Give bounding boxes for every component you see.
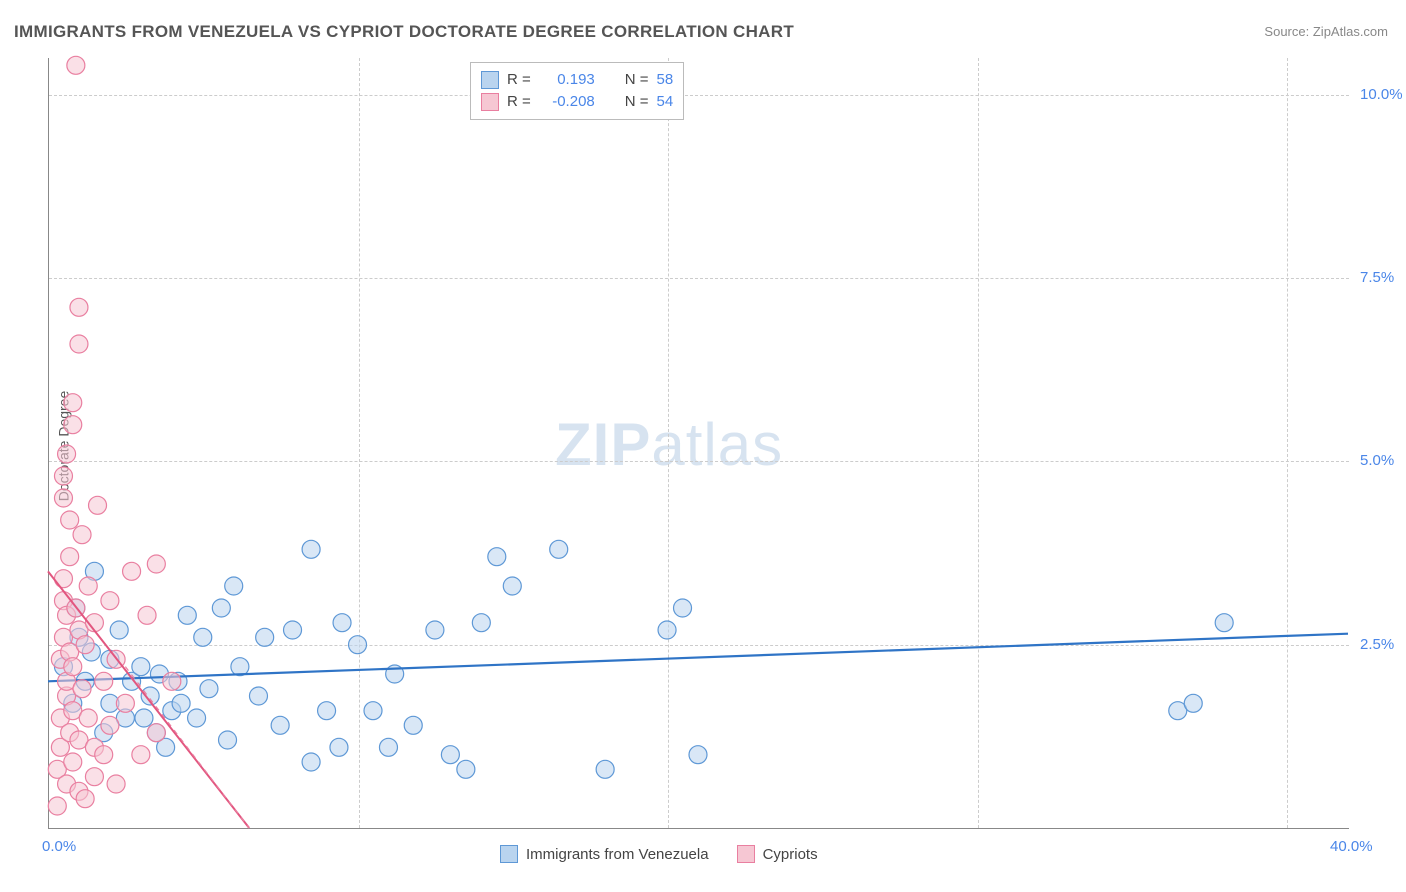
- n-value: 58: [657, 69, 674, 91]
- legend-item-venezuela: Immigrants from Venezuela: [500, 845, 709, 863]
- correlation-stats-box: R = 0.193 N = 58 R = -0.208 N = 54: [470, 62, 684, 120]
- gridline-horizontal: [49, 461, 1349, 462]
- y-tick-label: 2.5%: [1360, 636, 1394, 653]
- r-label: R =: [507, 91, 531, 113]
- n-label: N =: [625, 69, 649, 91]
- legend-label: Immigrants from Venezuela: [526, 846, 709, 863]
- chart-title: IMMIGRANTS FROM VENEZUELA VS CYPRIOT DOC…: [14, 22, 794, 42]
- scatter-plot: [48, 58, 1349, 829]
- gridline-vertical: [1287, 58, 1288, 828]
- swatch-venezuela: [500, 845, 518, 863]
- legend-label: Cypriots: [763, 846, 818, 863]
- y-tick-label: 5.0%: [1360, 452, 1394, 469]
- gridline-vertical: [668, 58, 669, 828]
- gridline-vertical: [978, 58, 979, 828]
- stats-row-venezuela: R = 0.193 N = 58: [481, 69, 673, 91]
- legend: Immigrants from Venezuela Cypriots: [500, 845, 818, 863]
- gridline-horizontal: [49, 95, 1349, 96]
- n-label: N =: [625, 91, 649, 113]
- source-link[interactable]: ZipAtlas.com: [1313, 24, 1388, 39]
- r-value: -0.208: [539, 91, 595, 113]
- x-tick-label: 0.0%: [42, 838, 76, 855]
- gridline-horizontal: [49, 278, 1349, 279]
- r-value: 0.193: [539, 69, 595, 91]
- n-value: 54: [657, 91, 674, 113]
- y-tick-label: 10.0%: [1360, 86, 1403, 103]
- source-label: Source: ZipAtlas.com: [1264, 24, 1388, 39]
- x-tick-label: 40.0%: [1330, 838, 1373, 855]
- swatch-cypriots: [737, 845, 755, 863]
- swatch-venezuela: [481, 71, 499, 89]
- r-label: R =: [507, 69, 531, 91]
- gridline-horizontal: [49, 645, 1349, 646]
- y-tick-label: 7.5%: [1360, 269, 1394, 286]
- stats-row-cypriots: R = -0.208 N = 54: [481, 91, 673, 113]
- gridline-vertical: [359, 58, 360, 828]
- legend-item-cypriots: Cypriots: [737, 845, 818, 863]
- swatch-cypriots: [481, 93, 499, 111]
